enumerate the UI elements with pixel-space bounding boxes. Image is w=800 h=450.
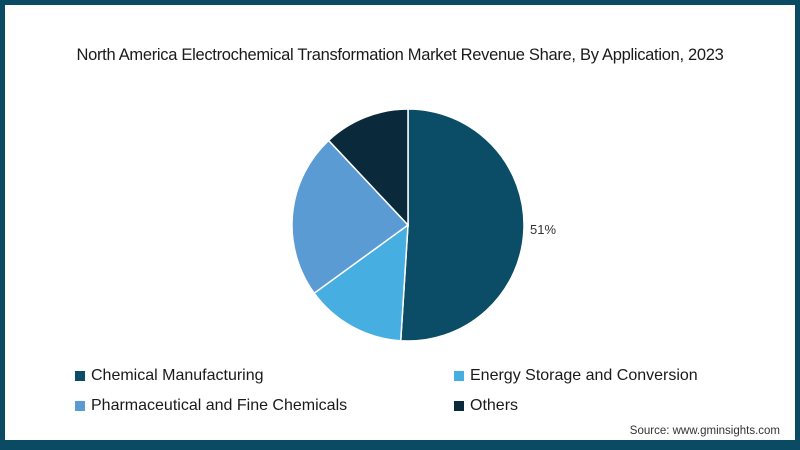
legend-label: Chemical Manufacturing — [91, 367, 264, 384]
legend-swatch — [75, 401, 85, 411]
legend-label: Pharmaceutical and Fine Chemicals — [91, 397, 348, 414]
source-credit: Source: www.gminsights.com — [629, 425, 780, 437]
pie-slice-pharmaceutical-and-fine-chemicals — [291, 139, 410, 295]
legend-label: Energy Storage and Conversion — [470, 367, 698, 384]
legend-item-energy-storage: Energy Storage and Conversion — [454, 367, 698, 385]
legend-swatch — [75, 371, 85, 381]
legend-label: Others — [470, 397, 519, 414]
pie-slice-energy-storage-and-conversion — [313, 223, 409, 342]
legend-item-pharmaceutical: Pharmaceutical and Fine Chemicals — [75, 397, 347, 415]
pie-slice-others — [327, 108, 409, 227]
legend-swatch — [454, 371, 464, 381]
data-label-chemical-manufacturing: 51% — [530, 222, 557, 237]
pie-slice-chemical-manufacturing — [399, 108, 525, 342]
legend-item-others: Others — [454, 397, 518, 415]
chart-title: North America Electrochemical Transforma… — [76, 46, 724, 64]
legend-swatch — [454, 401, 464, 411]
legend-item-chemical-manufacturing: Chemical Manufacturing — [75, 367, 264, 385]
pie-slices — [291, 108, 525, 342]
